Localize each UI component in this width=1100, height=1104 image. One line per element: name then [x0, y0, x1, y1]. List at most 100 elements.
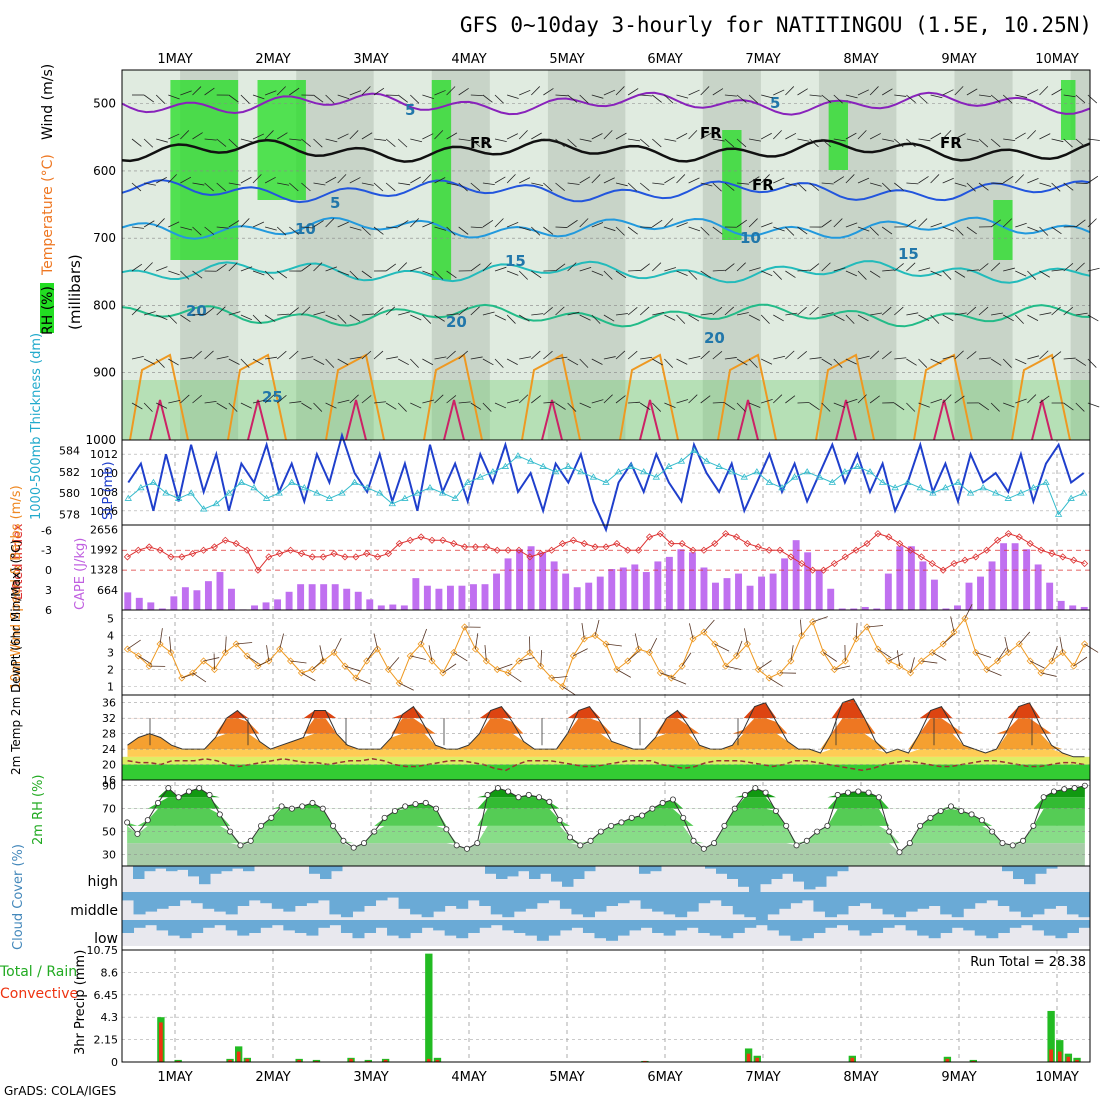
- rh-marker: [547, 799, 552, 804]
- rh-marker: [784, 823, 789, 828]
- cloud-axis-label: Cloud Cover (%): [11, 844, 26, 950]
- convective-bar: [755, 1058, 759, 1062]
- rh-marker: [773, 808, 778, 813]
- cloud-bar-high: [562, 866, 574, 887]
- cloud-bar-low: [998, 920, 1010, 933]
- rh-axis-label: 2m RH (%): [31, 774, 46, 845]
- cape-bar: [620, 568, 627, 611]
- cape-bar: [608, 569, 615, 610]
- rh-marker: [753, 785, 758, 790]
- cloud-bar-middle: [214, 892, 226, 912]
- date-label-bottom: 5MAY: [549, 1070, 584, 1085]
- cloud-bar-low: [594, 920, 606, 938]
- cape-bar: [1058, 601, 1065, 610]
- cape-bar: [758, 577, 765, 610]
- cape-bar: [401, 605, 408, 610]
- cape-bar: [735, 574, 742, 610]
- date-label-bottom: 2MAY: [255, 1070, 290, 1085]
- cape-axis-label: CAPE (J/kg): [73, 538, 88, 610]
- cloud-bar-middle: [583, 892, 595, 917]
- cloud-bar-high: [650, 866, 662, 871]
- pressure-tick: 1000: [85, 433, 116, 447]
- precip-legend-total: Total / Rain: [0, 964, 77, 980]
- cloud-bar-high: [639, 866, 651, 874]
- cloud-bar-low: [237, 920, 249, 936]
- cloud-bar-high: [331, 866, 343, 871]
- cloud-bar-middle: [790, 892, 802, 903]
- rh-marker: [145, 818, 150, 823]
- cloud-bar-middle: [433, 892, 445, 912]
- cloud-bar-low: [710, 920, 722, 936]
- cloud-bar-high: [199, 866, 211, 884]
- rh-marker: [403, 804, 408, 809]
- rh-marker: [845, 790, 850, 795]
- rh-marker: [794, 843, 799, 848]
- cloud-bar-middle: [157, 892, 169, 909]
- cloud-bar-middle: [134, 892, 146, 914]
- cape-bar: [424, 586, 431, 610]
- cape-bar: [205, 581, 212, 610]
- precip-legend-convective: Convective: [0, 986, 78, 1002]
- cape-bar: [1000, 543, 1007, 610]
- rh-marker: [341, 838, 346, 843]
- cloud-bar-low: [1067, 920, 1079, 933]
- contour-label: 15: [505, 252, 526, 270]
- date-label-top: 6MAY: [647, 52, 682, 67]
- contour-label: 25: [262, 388, 283, 406]
- precip-bar: [425, 954, 432, 1062]
- date-label-bottom: 3MAY: [353, 1070, 388, 1085]
- cloud-bar-low: [491, 920, 503, 925]
- cloud-bar-middle: [410, 892, 422, 914]
- thickness-tick: 578: [59, 508, 80, 521]
- cloud-bar-middle: [560, 892, 572, 909]
- cape-bar: [332, 584, 339, 610]
- footer-credit: GrADS: COLA/IGES: [4, 1084, 116, 1098]
- cloud-bar-middle: [606, 892, 618, 906]
- cloud-bar-middle: [721, 892, 733, 906]
- cloud-bar-high: [804, 866, 816, 889]
- rh-fill-band: [127, 843, 1085, 866]
- cloud-bar-low: [1044, 920, 1056, 936]
- rh-marker: [485, 792, 490, 797]
- temp-tick: 28: [102, 728, 116, 741]
- cloud-bar-middle: [145, 892, 157, 912]
- rh-marker: [475, 840, 480, 845]
- cape-bar: [263, 602, 270, 610]
- cloud-bar-middle: [456, 892, 468, 909]
- cloud-bar-high: [716, 866, 728, 874]
- cape-bar: [505, 558, 512, 610]
- cloud-bar-low: [514, 920, 526, 933]
- cloud-bar-high: [133, 866, 145, 879]
- cloud-bar-low: [767, 920, 779, 930]
- cloud-bar-middle: [848, 892, 860, 906]
- rh-marker: [135, 831, 140, 836]
- cloud-bar-low: [641, 920, 653, 928]
- wind-tick: 3: [107, 647, 114, 660]
- cloud-bar-middle: [341, 892, 353, 917]
- rh-axis-label: RH (%): [40, 286, 56, 335]
- cape-bar: [643, 572, 650, 610]
- convective-bar: [1049, 1049, 1053, 1062]
- pressure-tick: 900: [93, 366, 116, 380]
- cloud-bar-middle: [422, 892, 434, 917]
- cloud-bar-high: [188, 866, 200, 876]
- cloud-bar-middle: [779, 892, 791, 909]
- cloud-bar-low: [180, 920, 192, 938]
- convective-bar: [747, 1054, 751, 1062]
- chart-title: GFS 0~10day 3-hourly for NATITINGOU (1.5…: [460, 13, 1092, 37]
- rh-marker: [876, 795, 881, 800]
- cape-bar: [274, 599, 281, 610]
- rh-tick: 90: [102, 780, 116, 793]
- cloud-bar-low: [560, 920, 572, 930]
- cape-bar: [147, 602, 154, 610]
- cloud-bar-high: [507, 866, 519, 876]
- temp-tick: 32: [102, 712, 116, 725]
- temp-tick: 24: [102, 743, 116, 756]
- rh-marker: [526, 792, 531, 797]
- date-label-bottom: 4MAY: [451, 1070, 486, 1085]
- contour-label: 10: [295, 220, 316, 238]
- cloud-bar-middle: [675, 892, 687, 917]
- cloud-bar-low: [456, 920, 468, 938]
- date-label-top: 2MAY: [255, 52, 290, 67]
